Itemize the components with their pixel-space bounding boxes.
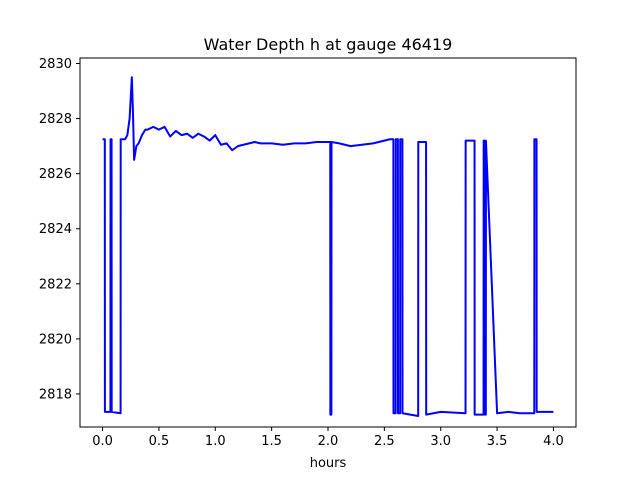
- x-tick-label: 2.0: [318, 434, 339, 449]
- x-tick-label: 1.0: [205, 434, 226, 449]
- x-tick-label: 2.5: [374, 434, 395, 449]
- series-line-1: [102, 76, 554, 417]
- y-tick-label: 2828: [39, 112, 72, 127]
- y-tick-label: 2818: [39, 387, 72, 402]
- y-tick-label: 2822: [39, 277, 72, 292]
- x-tick-label: 3.0: [430, 434, 451, 449]
- x-tick-label: 3.5: [487, 434, 508, 449]
- x-axis: 0.0 0.5 1.0 1.5 2.0 2.5 3.0 3.5 4.0: [92, 427, 564, 449]
- y-tick-label: 2830: [39, 57, 72, 72]
- x-axis-label: hours: [310, 456, 347, 471]
- x-tick-label: 4.0: [543, 434, 564, 449]
- y-tick-label: 2824: [39, 222, 72, 237]
- y-axis: 2818 2820 2822 2824 2826 2828 2830: [39, 57, 80, 402]
- chart-title: Water Depth h at gauge 46419: [204, 35, 453, 54]
- x-tick-label: 0.5: [149, 434, 170, 449]
- y-tick-label: 2820: [39, 332, 72, 347]
- x-tick-label: 1.5: [261, 434, 282, 449]
- y-tick-label: 2826: [39, 167, 72, 182]
- x-tick-label: 0.0: [92, 434, 113, 449]
